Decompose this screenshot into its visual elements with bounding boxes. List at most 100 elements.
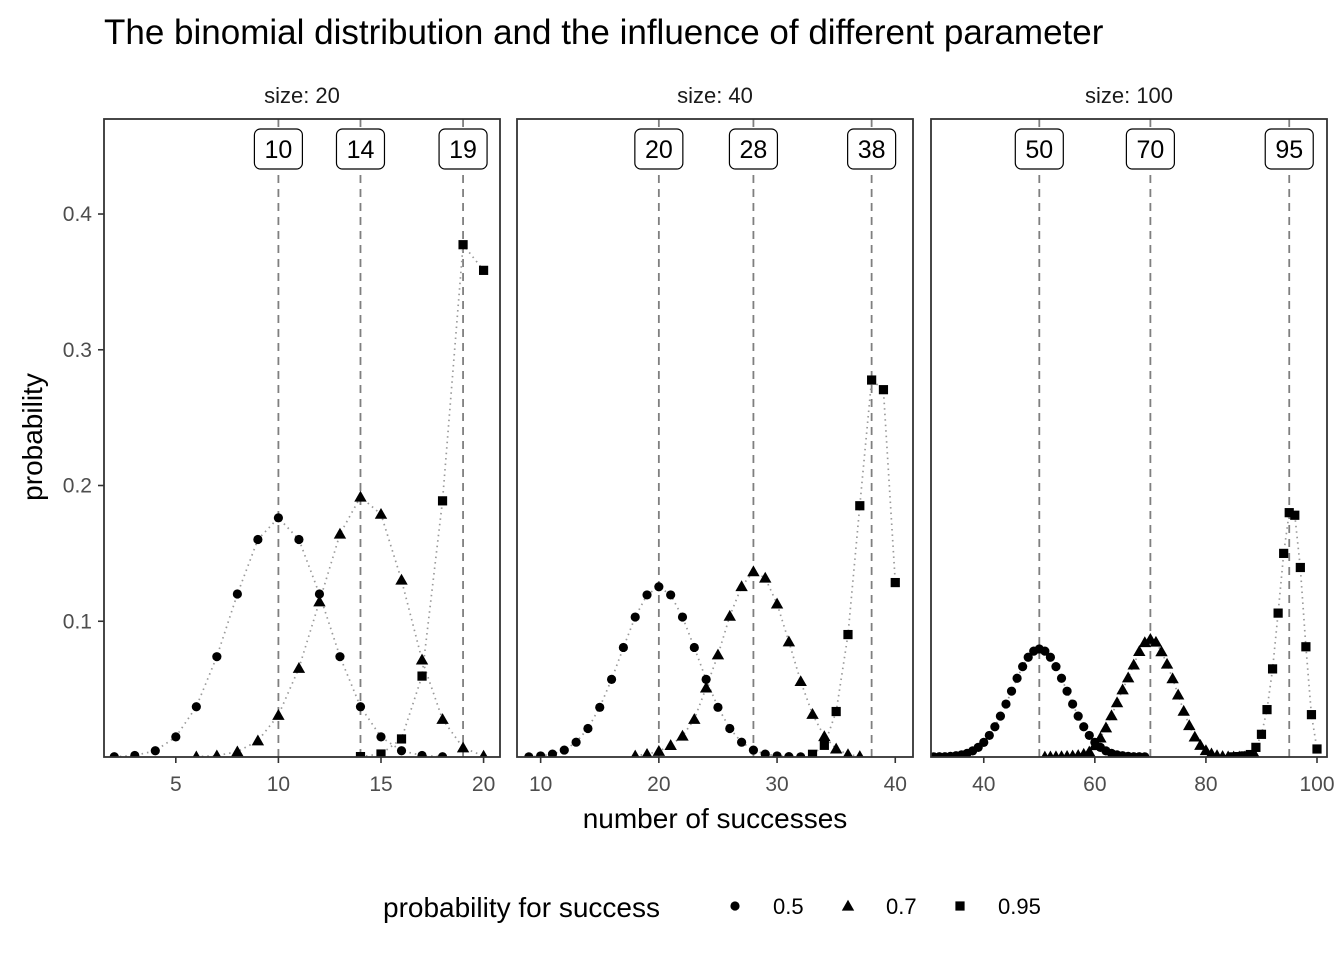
data-point [867,375,877,385]
data-point [1284,508,1294,518]
panel-data [109,119,489,757]
mode-label-box [1125,128,1175,170]
data-point [1166,672,1179,684]
data-point [547,749,558,757]
facet-panel: size: 100 50 70 95 40 60 80 100 [930,83,1335,796]
legend-entries: 0.5 0.7 0.95 [730,894,1041,919]
data-point [843,629,853,640]
data-point [1056,673,1067,683]
data-point [1084,730,1094,741]
data-point [747,565,760,577]
data-point [1188,730,1202,742]
data-point [524,752,534,757]
data-point [314,589,325,599]
data-point [354,490,367,502]
data-point [294,534,304,545]
data-point [1240,751,1250,757]
data-point [748,745,759,755]
data-point [606,674,617,684]
data-point [842,748,854,757]
data-point [618,642,628,653]
data-point [231,745,244,757]
data-point [571,737,581,747]
data-point [1279,548,1289,558]
data-point [654,582,664,592]
legend-key [841,899,855,911]
data-point [458,240,468,250]
data-point [1267,664,1278,674]
data-point [333,527,347,539]
mode-label: 95 [1264,128,1314,170]
x-tick-label: 10 [267,773,290,796]
mode-label-text: 70 [1136,136,1164,164]
legend-label: 0.5 [773,894,804,919]
data-point [1068,749,1077,757]
x-axis-title: number of successes [583,803,848,834]
data-point [415,653,429,665]
data-point [1094,731,1107,743]
data-point [1073,711,1083,721]
data-point [1301,642,1311,652]
data-point [583,723,593,734]
data-point [272,708,285,720]
facet-panels: size: 20 10 14 19 5 10 15 20 0.1 0.2 0.3 0.4 size: 4… [63,83,1335,796]
mode-label: 38 [847,128,897,170]
data-point [1140,752,1150,757]
y-tick-label: 0.3 [63,339,92,362]
data-point [723,609,736,621]
mode-label-box [847,128,897,170]
data-point [1194,738,1207,750]
mode-label: 19 [438,128,488,170]
data-point [664,739,677,750]
data-point [417,750,427,757]
data-point [1121,671,1135,683]
panel-data [524,119,900,757]
data-point [273,513,284,523]
data-point [212,749,222,757]
series-connector [528,585,801,757]
data-point [436,713,449,724]
x-tick-label: 20 [472,773,495,796]
y-tick-label: 0.1 [63,610,92,633]
data-point [376,732,386,742]
data-point [1012,673,1022,683]
data-point [150,746,160,756]
x-tick-label: 5 [170,773,182,796]
data-point [642,590,652,600]
x-tick-label: 10 [529,773,552,796]
data-point [1183,719,1196,731]
legend-label: 0.95 [998,894,1041,919]
data-point [191,702,201,712]
data-point [1110,696,1124,708]
mode-label-text: 28 [740,136,768,164]
y-axis-title: probability [17,373,48,501]
data-point [630,612,640,622]
data-point [1273,608,1283,618]
mode-label-text: 38 [858,136,886,164]
mode-label-text: 19 [449,136,477,164]
mode-label-box [438,128,488,170]
legend-entry: 0.95 [955,894,1041,919]
data-point [1006,686,1017,696]
data-point [1063,749,1072,757]
facet-strip-label: size: 20 [264,83,340,108]
series-connector [811,378,897,755]
data-point [1088,739,1102,751]
data-point [1171,688,1185,700]
mode-label-text: 14 [347,136,375,164]
data-point [784,751,794,757]
data-point [1127,658,1140,670]
series-connector [1233,511,1318,757]
data-point [1079,722,1089,732]
data-point [995,711,1006,721]
data-point [395,573,408,585]
x-tick-label: 40 [884,773,907,796]
data-point [890,577,900,588]
data-point [1138,636,1152,648]
mode-label: 70 [1125,128,1175,170]
data-point [536,751,546,757]
data-point [1062,686,1072,696]
data-point [1057,750,1066,757]
data-point [984,730,994,741]
